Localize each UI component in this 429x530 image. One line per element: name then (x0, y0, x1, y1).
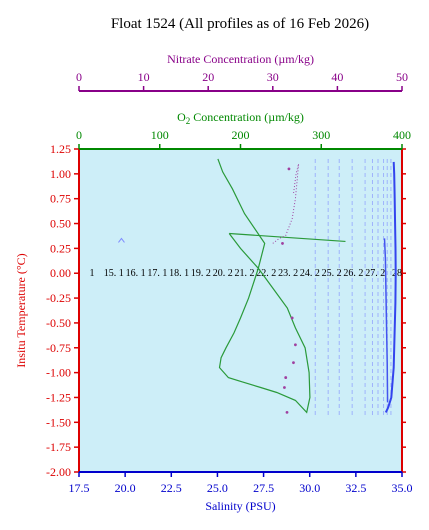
oxygen-label-subscript: 2 (186, 116, 191, 126)
series-line-oxygen (217, 158, 311, 414)
temperature-tick-label: -0.25 (46, 291, 71, 305)
temperature-tick-label: -1.25 (46, 390, 71, 404)
temperature-tick-label: -2.00 (46, 465, 71, 479)
chart-title: Float 1524 (All profiles as of 16 Feb 20… (111, 16, 369, 32)
profile-label: 1 (90, 268, 95, 279)
salinity-axis-label: Salinity (PSU) (205, 499, 275, 513)
oxygen-label-suffix: Concentration (µm/kg) (190, 110, 304, 124)
profile-label: 25. 2 (322, 268, 342, 279)
salinity-tick-label: 22.5 (161, 481, 182, 495)
temperature-tick-label: 0.00 (50, 266, 71, 280)
temperature-tick-label: 0.50 (50, 217, 71, 231)
nitrate-tick-label: 40 (331, 70, 343, 84)
chart-marks: 1 15. 1 16. 1 17. 1 18. 1 19. 2 20. 2 21. 2 22. … (90, 158, 402, 418)
profile-label: 15. 1 (104, 268, 124, 279)
salinity-tick-label: 20.0 (115, 481, 136, 495)
nitrate-tick-label: 50 (396, 70, 408, 84)
nitrate-tick-label: 10 (138, 70, 150, 84)
nitrate-axis-label: Nitrate Concentration (µm/kg) (167, 52, 314, 66)
series-point-nitrate (294, 343, 297, 347)
series-connector-oxygen (229, 232, 346, 243)
axes: 1.25 1.00 0.75 0.50 0.25 0.00 -0.25 -0.50 -0.75 -… (14, 52, 413, 513)
oxygen-tick-label: 0 (76, 128, 82, 142)
plot-area (79, 149, 402, 472)
temperature-axis-label: Insitu Temperature (°C) (14, 253, 28, 367)
temperature-tick-label: -0.75 (46, 341, 71, 355)
series-point-nitrate (281, 242, 284, 245)
profile-label: 17. 1 (147, 268, 167, 279)
series-point-nitrate (285, 410, 289, 414)
temperature-tick-label: 1.25 (50, 142, 71, 156)
temperature-tick-label: 1.00 (50, 167, 71, 181)
profile-label: 26. 2 (343, 268, 363, 279)
oxygen-tick-label: 200 (232, 128, 250, 142)
temperature-tick-label: -0.50 (46, 316, 71, 330)
profile-label: 28 (392, 268, 402, 279)
profile-label: 27. 2 (365, 268, 385, 279)
series-point-nitrate (290, 316, 294, 320)
profile-label: 23. 2 (278, 268, 298, 279)
nitrate-tick-label: 30 (267, 70, 279, 84)
oxygen-tick-label: 100 (151, 128, 169, 142)
series-line-salinity_deep (384, 161, 397, 413)
temperature-tick-label: -1.75 (46, 440, 71, 454)
salinity-tick-label: 27.5 (253, 481, 274, 495)
profile-label: 19. 2 (191, 268, 211, 279)
profile-label: 24. 2 (300, 268, 320, 279)
profile-label: 16. 1 (126, 268, 146, 279)
oxygen-tick-label: 400 (393, 128, 411, 142)
plot-background (79, 149, 402, 472)
temperature-tick-label: -1.00 (46, 366, 71, 380)
salinity-tick-label: 35.0 (392, 481, 413, 495)
profile-label: 21. 2 (235, 268, 255, 279)
salinity-tick-label: 25.0 (207, 481, 228, 495)
temperature-tick-label: 0.75 (50, 192, 71, 206)
oxygen-label-prefix: O (177, 110, 186, 124)
isolated-profile-mark (118, 237, 125, 243)
series-point-nitrate (284, 376, 288, 379)
nitrate-tick-label: 20 (202, 70, 214, 84)
temperature-tick-label: 0.25 (50, 241, 71, 255)
temperature-tick-label: -1.50 (46, 415, 71, 429)
series-point-nitrate (292, 361, 295, 365)
profile-label: 20. 2 (213, 268, 233, 279)
salinity-tick-label: 17.5 (69, 481, 90, 495)
series-line-salinity_mid (383, 238, 389, 403)
series-point-nitrate (283, 386, 286, 389)
nitrate-tick-label: 0 (76, 70, 82, 84)
profile-label: 18. 1 (169, 268, 189, 279)
salinity-tick-label: 30.0 (299, 481, 320, 495)
series-point-nitrate (287, 167, 291, 171)
salinity-tick-label: 32.5 (345, 481, 366, 495)
oxygen-tick-label: 300 (312, 128, 330, 142)
oxygen-axis-label: O2 Concentration (µm/kg) (177, 110, 304, 126)
profile-label: 22. 2 (256, 268, 276, 279)
